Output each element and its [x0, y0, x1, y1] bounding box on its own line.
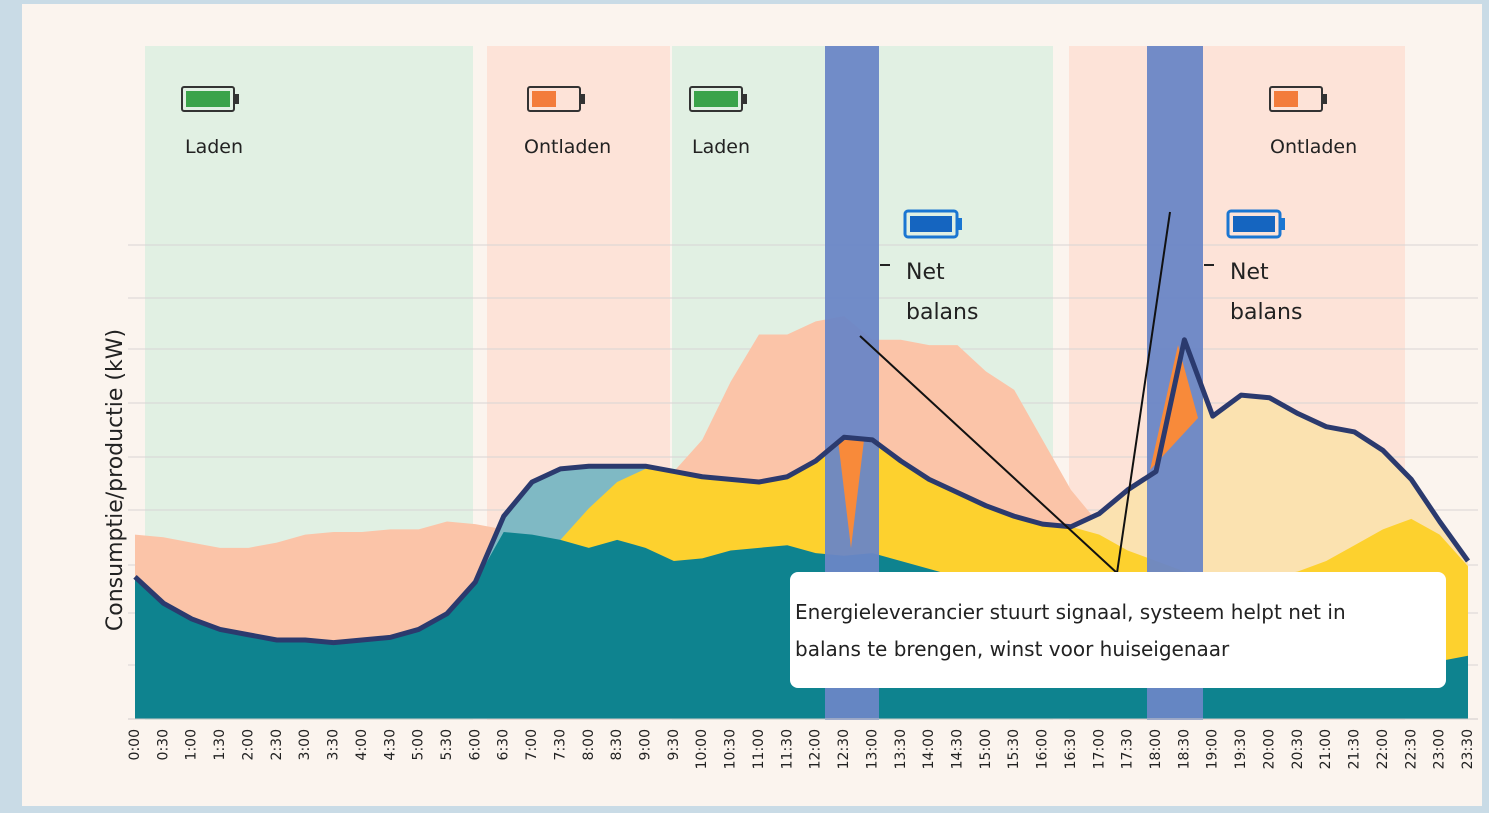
- net-label: Net: [906, 260, 945, 285]
- x-tick-label: 15:00: [978, 729, 994, 769]
- x-tick-label: 1:30: [212, 729, 228, 760]
- line: [133, 337, 1471, 646]
- x-tick-label: 22:30: [1403, 729, 1419, 769]
- x-tick-label: 4:00: [354, 729, 370, 760]
- x-tick-label: 16:00: [1035, 729, 1051, 769]
- x-tick-label: 20:00: [1261, 729, 1277, 769]
- x-tick-label: 2:00: [240, 729, 256, 760]
- battery-icon: [689, 86, 747, 112]
- x-tick-label: 9:00: [638, 729, 654, 760]
- band-label: Ontladen: [524, 136, 611, 158]
- band-label: Ontladen: [1270, 136, 1357, 158]
- x-tick-label: 3:30: [326, 729, 342, 760]
- x-tick-label: 19:00: [1205, 729, 1221, 769]
- annotation: Energieleverancier stuurt signaal, syste…: [795, 600, 1346, 624]
- pointer: [1116, 211, 1171, 574]
- x-tick-label: 5:00: [411, 729, 427, 760]
- x-tick-label: 8:00: [581, 729, 597, 760]
- x-tick-label: 21:00: [1318, 729, 1334, 769]
- x-tick-label: 3:00: [297, 729, 313, 760]
- x-tick-label: 15:30: [1006, 729, 1022, 769]
- battery-icon: [527, 86, 585, 112]
- spike: [838, 440, 864, 548]
- x-tick-label: 10:00: [694, 729, 710, 769]
- annotation: balans te brengen, winst voor huiseigena…: [795, 637, 1230, 661]
- x-tick-label: 8:30: [609, 729, 625, 760]
- x-tick-label: 16:30: [1063, 729, 1079, 769]
- x-tick-label: 17:30: [1120, 729, 1136, 769]
- band-label: Laden: [692, 136, 750, 158]
- battery-icon: [1269, 86, 1327, 112]
- x-tick-label: 18:30: [1176, 729, 1192, 769]
- lines: [133, 337, 1471, 646]
- net-label: balans: [906, 300, 978, 325]
- x-tick-label: 5:30: [439, 729, 455, 760]
- x-tick-label: 7:00: [524, 729, 540, 760]
- x-tick-label: 23:30: [1460, 729, 1476, 769]
- x-tick-label: 22:00: [1375, 729, 1391, 769]
- x-tick-label: 1:00: [184, 729, 200, 760]
- net-label: Net: [1230, 260, 1269, 285]
- y-axis-label: Consumptie/productie (kW): [103, 329, 128, 631]
- x-tick-label: 10:30: [723, 729, 739, 769]
- battery-icon: [903, 209, 962, 239]
- x-tick-label: 4:30: [382, 729, 398, 760]
- x-tick-label: 13:00: [864, 729, 880, 769]
- x-tick-label: 7:30: [552, 729, 568, 760]
- x-tick-label: 21:30: [1347, 729, 1363, 769]
- x-tick-label: 13:30: [893, 729, 909, 769]
- x-tick-label: 2:30: [269, 729, 285, 760]
- battery-icon: [181, 86, 239, 112]
- x-tick-label: 18:00: [1148, 729, 1164, 769]
- net-label: balans: [1230, 300, 1302, 325]
- x-tick-label: 14:00: [921, 729, 937, 769]
- x-tick-label: 6:30: [496, 729, 512, 760]
- x-tick-label: 19:30: [1233, 729, 1249, 769]
- band-label: Laden: [185, 136, 243, 158]
- x-tick-label: 0:00: [127, 729, 143, 760]
- x-tick-label: 11:30: [779, 729, 795, 769]
- x-tick-label: 17:00: [1091, 729, 1107, 769]
- pointer: [859, 335, 1118, 574]
- x-tick-label: 0:30: [155, 729, 171, 760]
- x-tick-label: 9:30: [666, 729, 682, 760]
- battery-icon: [1226, 209, 1285, 239]
- x-tick-label: 20:30: [1290, 729, 1306, 769]
- x-tick-label: 12:00: [808, 729, 824, 769]
- x-tick-label: 12:30: [836, 729, 852, 769]
- x-tick-label: 6:00: [467, 729, 483, 760]
- x-tick-label: 23:00: [1432, 729, 1448, 769]
- x-tick-label: 14:30: [949, 729, 965, 769]
- annotation-box: [790, 572, 1446, 688]
- x-tick-label: 11:00: [751, 729, 767, 769]
